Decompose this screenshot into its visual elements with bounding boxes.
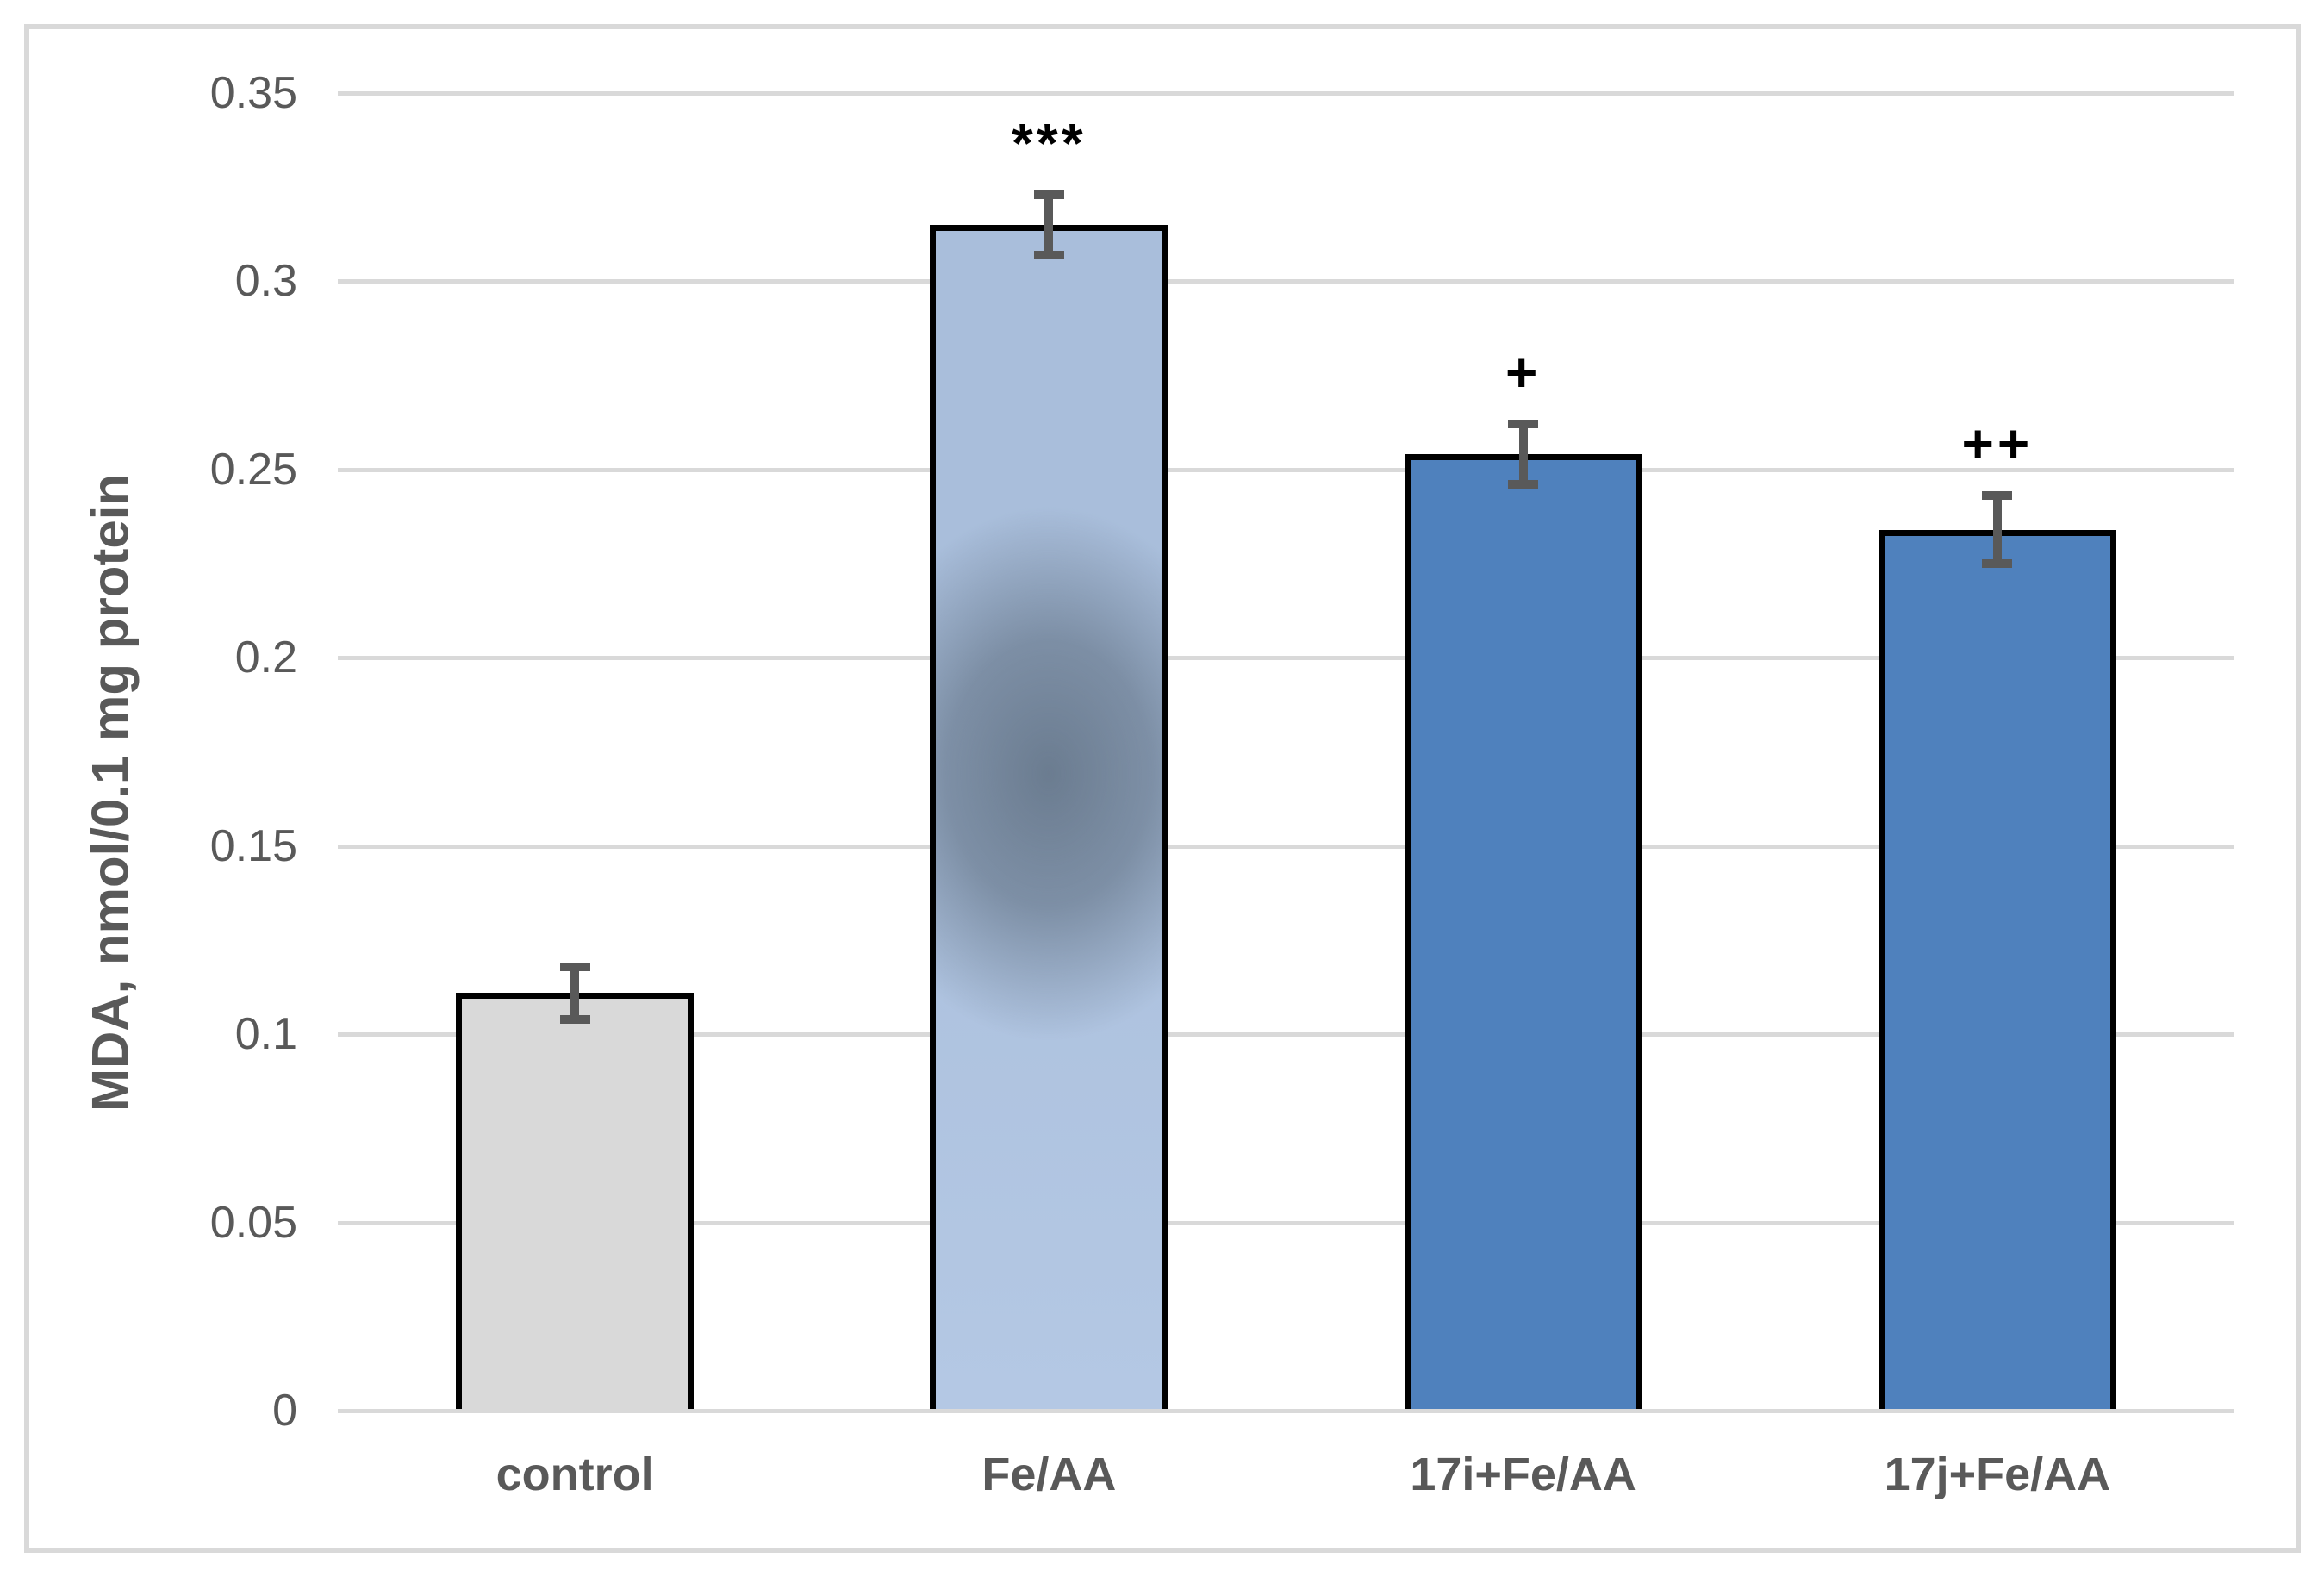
- x-category-label: 17i+Fe/AA: [1410, 1449, 1636, 1500]
- y-tick-label: 0.3: [234, 256, 297, 307]
- bar: [456, 993, 695, 1411]
- x-axis-line: [338, 1409, 2234, 1413]
- gridline: [338, 844, 2234, 849]
- error-bar-cap: [559, 962, 590, 971]
- x-category-label: control: [495, 1449, 654, 1500]
- error-bar-cap: [1033, 250, 1064, 259]
- error-bar-cap: [1982, 559, 2013, 569]
- y-tick-label: 0.35: [209, 68, 297, 118]
- gridline: [338, 279, 2234, 284]
- gridline: [338, 91, 2234, 96]
- chart-frame: [24, 24, 2301, 1553]
- significance-annotation: ++: [1961, 413, 2034, 476]
- gridline: [338, 1032, 2234, 1038]
- y-tick-label: 0: [272, 1386, 297, 1436]
- error-bar-cap: [1982, 491, 2013, 501]
- y-tick-label: 0.2: [234, 633, 297, 683]
- x-category-label: 17j+Fe/AA: [1884, 1449, 2111, 1500]
- error-bar-line: [1044, 194, 1054, 255]
- bar: [1404, 454, 1642, 1411]
- error-bar-cap: [1508, 480, 1539, 489]
- y-tick-label: 0.15: [209, 820, 297, 871]
- error-bar-cap: [1508, 420, 1539, 429]
- error-bar-cap: [1033, 190, 1064, 199]
- error-bar-line: [570, 966, 580, 1019]
- y-tick-label: 0.1: [234, 1009, 297, 1060]
- x-category-label: Fe/AA: [981, 1449, 1117, 1500]
- error-bar-line: [1518, 424, 1528, 485]
- bar: [1878, 529, 2116, 1411]
- significance-annotation: +: [1505, 341, 1542, 404]
- gridline: [338, 1220, 2234, 1225]
- gridline: [338, 656, 2234, 661]
- y-tick-label: 0.25: [209, 444, 297, 495]
- error-bar-cap: [559, 1014, 590, 1024]
- gridline: [338, 467, 2234, 472]
- y-tick-label: 0.05: [209, 1197, 297, 1248]
- bar: [930, 224, 1168, 1411]
- significance-annotation: ***: [1012, 111, 1087, 174]
- error-bar-line: [1992, 496, 2002, 564]
